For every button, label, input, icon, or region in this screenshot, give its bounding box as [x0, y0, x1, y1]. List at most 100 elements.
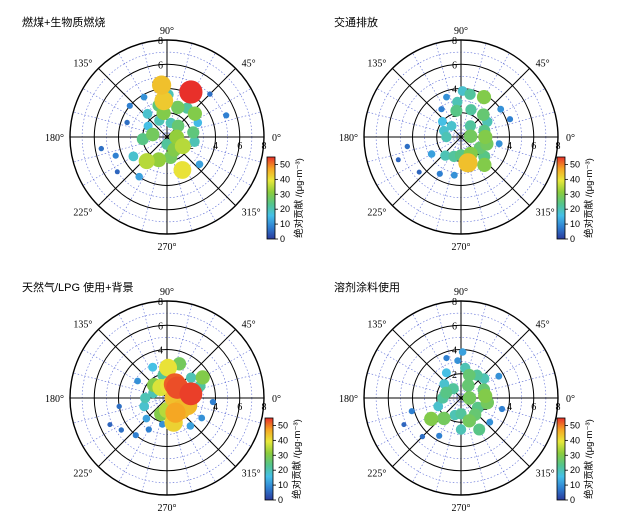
- radial-tick-label: 4: [452, 85, 457, 96]
- colorbar-tick-label: 0: [570, 234, 575, 244]
- data-point: [440, 386, 453, 399]
- data-point: [441, 131, 452, 143]
- angle-label: 270°: [158, 503, 177, 514]
- data-point: [171, 100, 185, 115]
- data-point: [462, 391, 477, 405]
- data-point: [154, 91, 174, 111]
- radial-tick-label: 8: [556, 141, 561, 152]
- data-point: [159, 358, 178, 377]
- angular-gridline: [460, 349, 546, 399]
- angular-gridline: [367, 397, 462, 424]
- data-point: [152, 75, 172, 95]
- data-point: [132, 432, 139, 439]
- angle-label: 90°: [160, 287, 174, 298]
- panel-title: 溶剂涂料使用: [334, 280, 400, 294]
- angular-gridline: [166, 397, 193, 492]
- colorbar-tick-label: 50: [570, 420, 580, 430]
- angular-gridline: [367, 372, 462, 399]
- angle-label: 135°: [73, 58, 92, 69]
- polar-panel-2: 交通排放224466880°45°90°135°180°225°270°315°…: [334, 15, 595, 253]
- colorbar-tick-label: 10: [280, 219, 290, 229]
- angle-label: 135°: [367, 58, 386, 69]
- data-point: [112, 152, 119, 159]
- angular-gridline: [460, 136, 510, 222]
- data-point: [436, 170, 443, 177]
- angular-gridline: [460, 397, 510, 483]
- data-point: [477, 108, 490, 121]
- radial-tick-label: 4: [213, 141, 218, 152]
- data-point: [458, 348, 467, 356]
- data-point: [165, 402, 186, 423]
- angle-label: 225°: [367, 469, 386, 480]
- data-point: [404, 143, 410, 150]
- angle-label: 315°: [536, 208, 555, 219]
- angle-label: 45°: [536, 319, 550, 330]
- data-point: [476, 90, 492, 105]
- radial-tick-label: 6: [531, 402, 536, 413]
- data-point: [128, 151, 139, 162]
- radial-tick-label: 4: [452, 346, 457, 357]
- colorbar-tick-label: 20: [570, 204, 580, 214]
- panel-title: 交通排放: [334, 15, 378, 29]
- angle-label: 225°: [73, 469, 92, 480]
- data-point: [140, 93, 148, 101]
- data-point: [136, 133, 149, 146]
- radial-tick-label: 4: [158, 346, 163, 357]
- angular-spoke: [98, 397, 168, 467]
- data-point: [416, 169, 422, 175]
- angular-gridline: [460, 397, 546, 447]
- data-point: [126, 102, 133, 109]
- angle-label: 90°: [160, 26, 174, 37]
- angular-gridline: [73, 111, 168, 138]
- angle-label: 90°: [454, 287, 468, 298]
- angle-label: 135°: [73, 319, 92, 330]
- radial-tick-label: 8: [452, 297, 457, 308]
- radial-tick-label: 6: [237, 402, 242, 413]
- angular-gridline: [82, 88, 168, 138]
- angle-label: 180°: [339, 394, 358, 405]
- radial-tick-label: 2: [189, 141, 194, 152]
- data-point: [139, 401, 150, 412]
- data-point: [207, 91, 213, 97]
- colorbar-label: 绝对贡献 /(μg·m⁻³): [293, 158, 305, 238]
- data-point: [433, 401, 444, 412]
- data-point: [142, 414, 151, 423]
- data-point: [140, 392, 151, 404]
- radial-tick-label: 8: [556, 402, 561, 413]
- angular-gridline: [412, 397, 462, 483]
- angle-label: 45°: [242, 319, 256, 330]
- data-point: [134, 377, 142, 385]
- angular-gridline: [367, 136, 462, 163]
- colorbar-tick-label: 20: [570, 465, 580, 475]
- angular-gridline: [460, 136, 487, 231]
- data-point: [446, 121, 457, 131]
- data-point: [408, 408, 415, 415]
- angular-gridline: [82, 136, 168, 186]
- colorbar-tick-label: 10: [278, 480, 288, 490]
- angular-gridline: [460, 52, 510, 138]
- colorbar: [556, 156, 566, 240]
- angular-gridline: [73, 136, 168, 163]
- angle-label: 270°: [158, 242, 177, 253]
- data-point: [473, 423, 486, 436]
- colorbar: [264, 417, 274, 501]
- colorbar-tick-label: 50: [570, 159, 580, 169]
- radial-tick-label: 6: [452, 60, 457, 71]
- data-point: [135, 172, 143, 181]
- angular-gridline: [460, 43, 487, 138]
- angular-gridline: [118, 136, 168, 222]
- angular-gridline: [73, 372, 168, 399]
- angular-gridline: [376, 349, 462, 399]
- angular-gridline: [412, 313, 462, 399]
- angle-label: 315°: [242, 469, 261, 480]
- data-point: [437, 411, 451, 426]
- radial-tick-label: 6: [158, 321, 163, 332]
- angular-gridline: [460, 313, 510, 399]
- data-point: [439, 379, 450, 389]
- angular-gridline: [166, 397, 216, 483]
- angular-gridline: [73, 397, 168, 424]
- angle-label: 90°: [454, 26, 468, 37]
- angular-gridline: [166, 304, 193, 399]
- angular-gridline: [460, 88, 546, 138]
- data-point: [107, 422, 113, 428]
